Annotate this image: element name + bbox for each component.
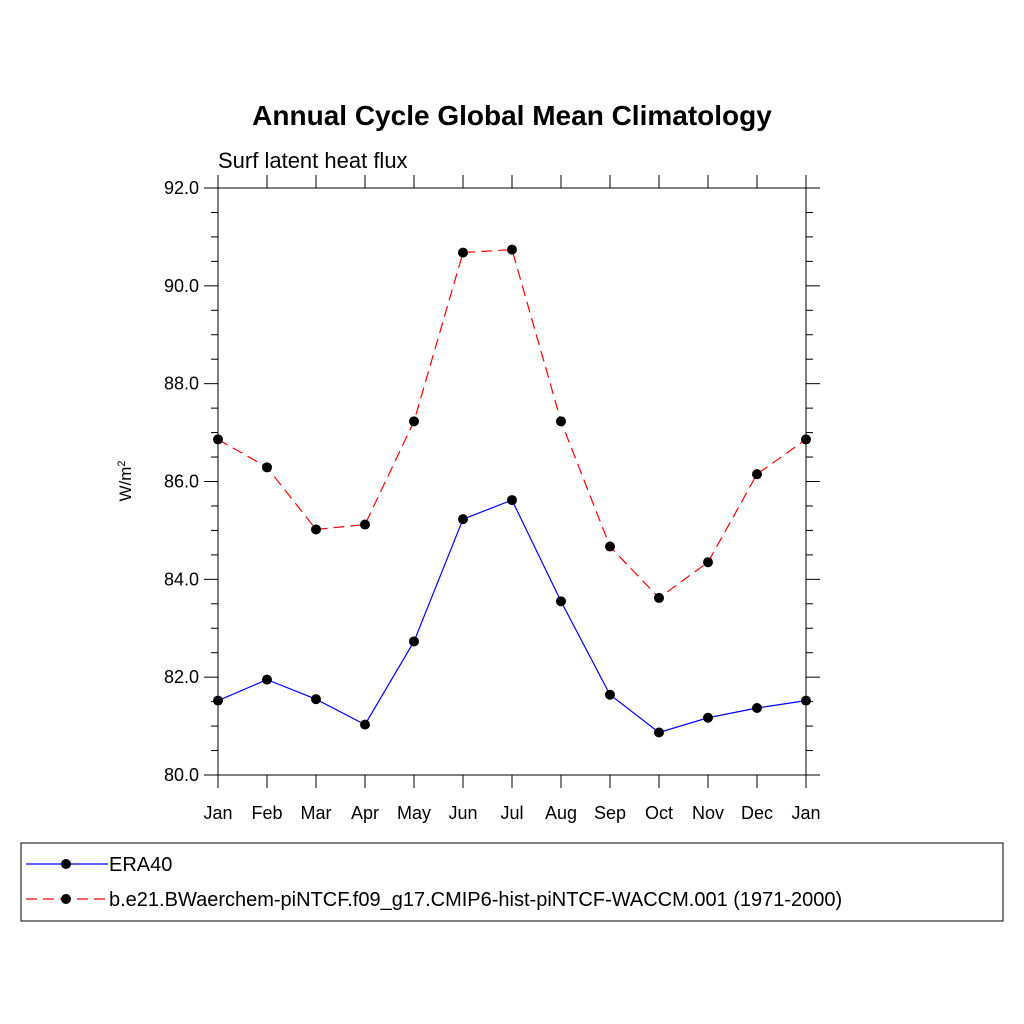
data-point — [703, 557, 713, 568]
data-point — [703, 712, 713, 723]
data-point — [556, 596, 566, 607]
x-tick-label: Apr — [351, 803, 379, 823]
data-point — [360, 719, 370, 730]
data-point — [507, 495, 517, 506]
legend-label: b.e21.BWaerchem-piNTCF.f09_g17.CMIP6-his… — [109, 889, 842, 911]
data-point — [801, 695, 811, 706]
legend-box — [20, 842, 1004, 922]
data-point — [458, 514, 468, 525]
y-axis-label: W/m2 — [116, 460, 135, 501]
legend-marker — [61, 859, 71, 869]
data-point — [213, 434, 223, 445]
plot-frame — [217, 187, 807, 776]
x-tick-label: Mar — [301, 803, 332, 823]
data-point — [360, 519, 370, 530]
y-tick-label: 82.0 — [164, 667, 199, 687]
legend-marker — [61, 894, 71, 904]
legend-label: ERA40 — [109, 854, 172, 876]
data-point — [556, 416, 566, 427]
x-tick-label: Oct — [645, 803, 673, 823]
data-point — [654, 727, 664, 738]
data-point — [262, 462, 272, 473]
series-line — [217, 249, 807, 599]
data-point — [605, 541, 615, 552]
chart-subtitle: Surf latent heat flux — [218, 148, 408, 173]
y-tick-label: 90.0 — [164, 276, 199, 296]
x-tick-label: Nov — [692, 803, 724, 823]
series-1 — [213, 495, 811, 738]
chart-title: Annual Cycle Global Mean Climatology — [252, 100, 772, 131]
data-point — [409, 416, 419, 427]
x-tick-label: Jul — [500, 803, 523, 823]
data-point — [654, 592, 664, 603]
y-tick-label: 88.0 — [164, 374, 199, 394]
data-point — [458, 247, 468, 258]
legend: ERA40 b.e21.BWaerchem-piNTCF.f09_g17.CMIP… — [20, 842, 1004, 922]
data-point — [801, 434, 811, 445]
series-line — [217, 499, 807, 734]
axes: 80.0 82.0 84.0 86.0 88.0 90.0 92.0 Jan Feb Mar Apr… — [164, 175, 821, 823]
x-tick-label: Jun — [448, 803, 477, 823]
data-point — [752, 702, 762, 713]
data-point — [752, 469, 762, 480]
x-tick-label: Sep — [594, 803, 626, 823]
y-tick-label: 80.0 — [164, 765, 199, 785]
data-point — [409, 636, 419, 647]
data-point — [605, 689, 615, 700]
y-tick-label: 92.0 — [164, 178, 199, 198]
data-point — [213, 695, 223, 706]
x-tick-label: Feb — [251, 803, 282, 823]
data-point — [507, 244, 517, 255]
series-layer — [213, 244, 811, 738]
series-2 — [213, 244, 811, 603]
x-tick-label: Aug — [545, 803, 577, 823]
y-tick-label: 84.0 — [164, 569, 199, 589]
data-point — [262, 674, 272, 685]
data-point — [311, 694, 321, 705]
x-tick-label: Jan — [791, 803, 820, 823]
y-tick-label: 86.0 — [164, 472, 199, 492]
x-tick-label: Jan — [203, 803, 232, 823]
data-point — [311, 524, 321, 535]
x-tick-label: May — [397, 803, 431, 823]
x-tick-label: Dec — [741, 803, 773, 823]
